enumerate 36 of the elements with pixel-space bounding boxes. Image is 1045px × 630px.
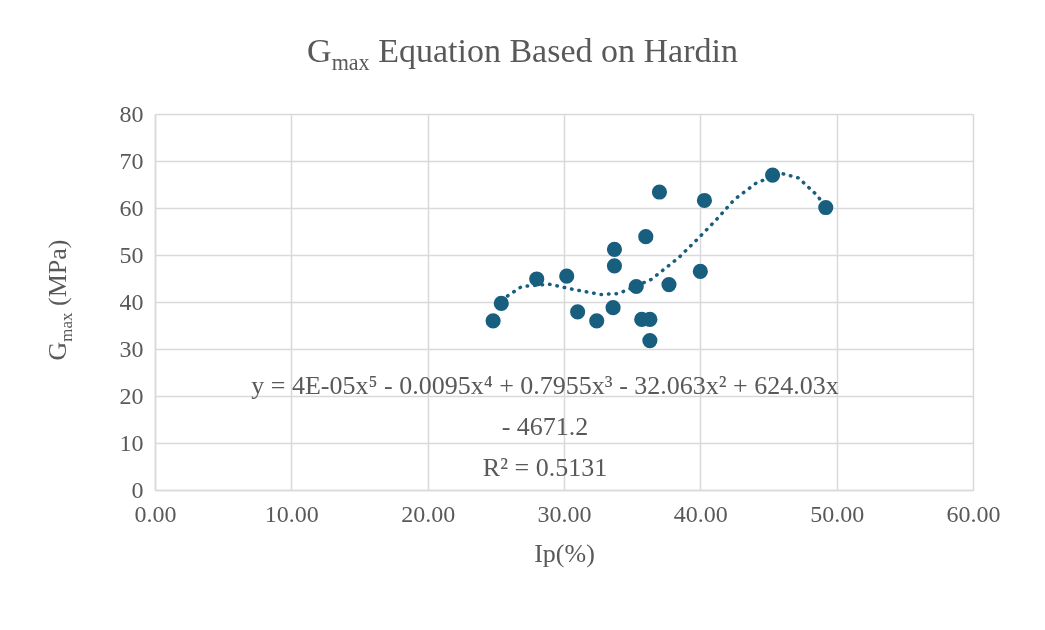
point [570,304,586,320]
point [589,313,605,329]
annotation: R² = 0.5131 [482,453,608,482]
x-tick-label: 50.00 [810,500,865,527]
x-tick-label: 20.00 [401,500,456,527]
point [529,271,545,287]
point [606,258,623,274]
point [696,192,713,209]
y-tick-label: 20 [119,382,144,409]
y-tick-label: 30 [119,335,144,362]
point [638,229,654,245]
x-axis-title: Ip(%) [534,538,595,568]
y-tick-label: 40 [119,288,144,315]
y-tick-label: 80 [119,100,144,127]
chart-title: G$_{max}$ Equation Based on Hardin [306,32,739,76]
point [606,241,623,257]
x-tick-label: 60.00 [946,500,1001,527]
x-tick-label: 40.00 [673,500,728,527]
point [661,277,677,293]
point [818,199,834,216]
point [559,268,575,284]
x-tick-label: 30.00 [537,500,592,527]
y-tick-label: 60 [119,194,144,221]
point [651,184,668,200]
y-tick-label: 70 [119,147,144,174]
y-tick-label: 50 [119,241,144,268]
y-tick-label: 0 [131,476,144,503]
annotation: y = 4E-05x⁵ - 0.0095x⁴ + 0.7955x³ - 32.063x² + 624.03x - 4671.2 [251,371,839,441]
y-tick-label: 10 [119,429,144,456]
point [485,313,501,329]
x-tick-label: 0.00 [134,500,177,527]
point [692,263,708,280]
x-tick-label: 10.00 [264,500,319,527]
point [605,300,621,316]
point [493,295,509,311]
point [642,332,658,349]
